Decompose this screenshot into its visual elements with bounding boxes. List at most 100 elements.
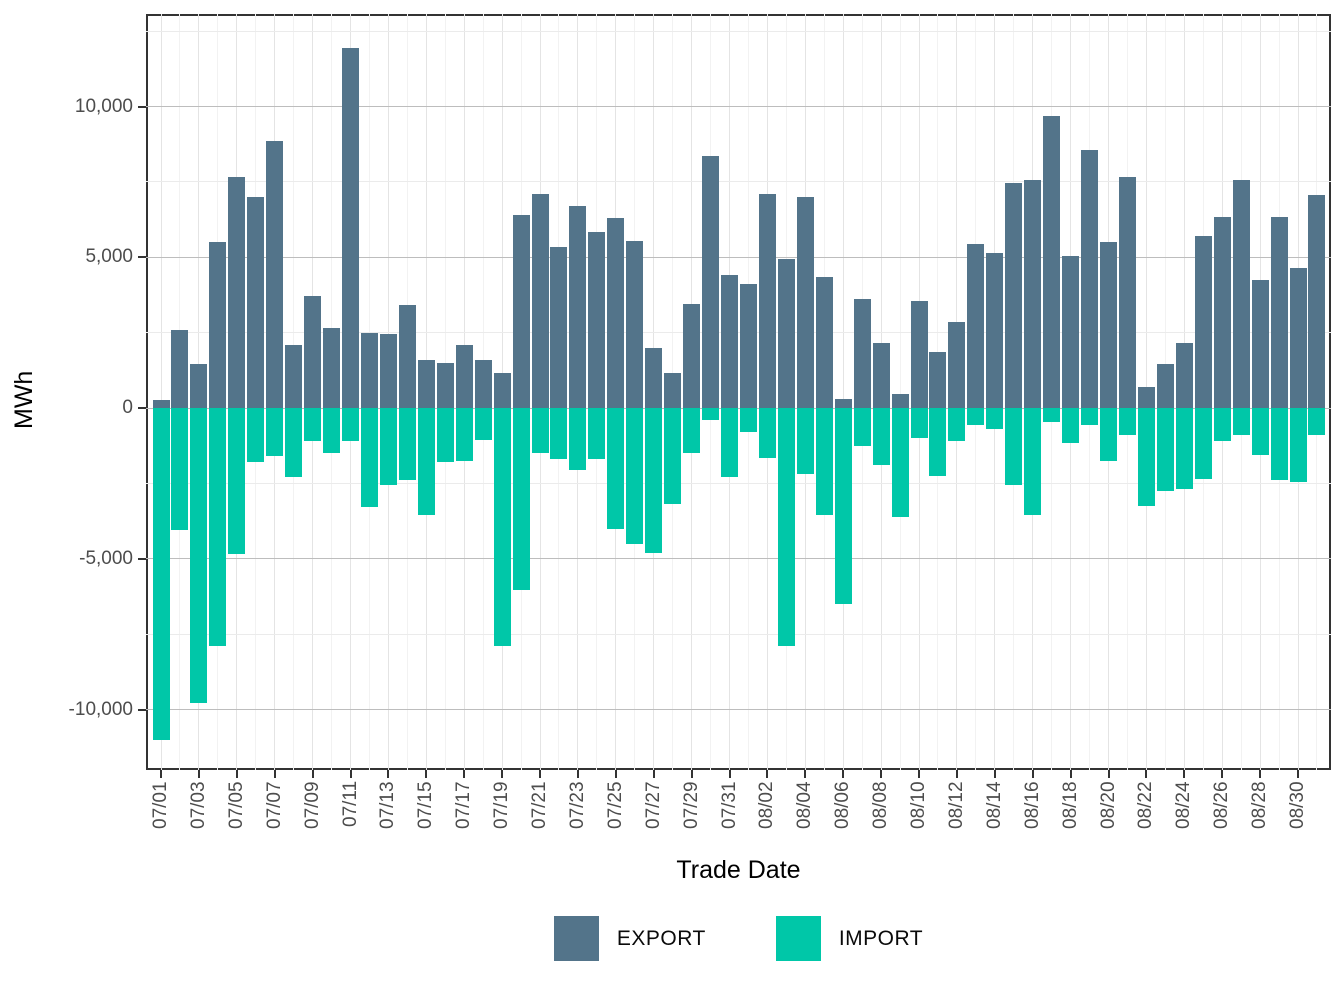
bar-import (1175, 408, 1193, 490)
bar-import (1043, 408, 1061, 422)
x-tick-mark (842, 770, 845, 778)
x-tick-label: 07/15 (415, 781, 437, 829)
x-tick-mark (425, 770, 428, 778)
x-tick-label: 08/04 (794, 781, 816, 829)
x-tick-mark (311, 770, 314, 778)
bar-export (834, 398, 852, 408)
x-tick-mark (690, 770, 693, 778)
bar-export (1081, 150, 1099, 408)
legend-item-export: EXPORT (553, 916, 706, 961)
x-tick-label: 08/20 (1097, 781, 1119, 829)
bar-export (967, 243, 985, 408)
bar-import (1005, 408, 1023, 485)
bar-import (588, 408, 606, 460)
x-tick-mark (614, 770, 617, 778)
bar-export (796, 196, 814, 408)
x-tick-label: 07/29 (680, 781, 702, 829)
bar-import (1156, 408, 1174, 491)
bar-export (266, 141, 284, 408)
bar-export (777, 258, 795, 408)
bar-export (1289, 267, 1307, 408)
bar-import (664, 408, 682, 505)
x-tick-mark (539, 770, 541, 778)
legend-swatch-export (553, 916, 599, 961)
bar-import (834, 408, 852, 604)
bar-export (1005, 183, 1023, 408)
y-tick-mark (138, 407, 146, 409)
bar-import (948, 408, 966, 442)
x-tick-label: 07/03 (187, 781, 209, 829)
bar-export (398, 305, 416, 408)
x-tick-mark (1069, 770, 1072, 778)
bar-import (853, 408, 871, 446)
x-tick-label: 08/16 (1021, 781, 1043, 829)
bar-export (569, 205, 587, 408)
bar-import (1232, 408, 1250, 436)
bar-import (379, 408, 397, 485)
bar-export (512, 215, 530, 408)
x-tick-mark (463, 770, 466, 778)
bar-import (455, 408, 473, 461)
bar-export (493, 373, 511, 408)
bar-import (1289, 408, 1307, 482)
bar-import (1308, 408, 1326, 436)
x-tick-mark (652, 770, 655, 778)
bar-import (1118, 408, 1136, 436)
gridline-minor (146, 181, 1331, 183)
y-tick-label: 5,000 (85, 246, 133, 268)
bar-export (588, 231, 606, 408)
x-tick-label: 08/10 (908, 781, 929, 829)
gridline-major (146, 256, 1331, 258)
bar-export (1308, 195, 1326, 408)
x-tick-mark (804, 770, 807, 778)
bar-export (986, 252, 1004, 408)
bar-export (247, 196, 265, 408)
gridline-minor (146, 633, 1331, 635)
x-tick-label: 07/17 (453, 781, 475, 829)
bar-export (436, 362, 454, 408)
bar-export (1024, 180, 1042, 408)
bar-import (815, 408, 833, 516)
x-tick-label: 07/11 (339, 781, 361, 828)
bar-import (777, 408, 795, 647)
bar-import (550, 408, 568, 460)
bar-export (702, 156, 720, 408)
x-tick-mark (576, 770, 579, 778)
bar-import (702, 408, 720, 421)
bar-export (550, 246, 568, 408)
bar-export (171, 329, 189, 408)
bar-import (967, 408, 985, 425)
bar-import (1024, 408, 1042, 516)
legend-item-import: IMPORT (775, 916, 923, 961)
bar-import (929, 408, 947, 476)
x-tick-mark (1183, 770, 1186, 778)
x-tick-mark (1031, 770, 1034, 778)
gridline-major (146, 558, 1331, 560)
bar-import (758, 408, 776, 458)
y-tick-label: -5,000 (79, 547, 133, 569)
bar-export (1062, 255, 1080, 408)
gridline-vertical-major (160, 14, 162, 770)
x-tick-mark (766, 770, 769, 778)
gridline-major (146, 106, 1331, 107)
bar-export (872, 343, 890, 408)
plot-area (146, 14, 1331, 770)
bar-import (228, 408, 246, 555)
bar-import (891, 408, 909, 517)
y-axis-title: MWh (10, 370, 38, 430)
bar-export (1137, 386, 1155, 408)
bar-export (758, 193, 776, 408)
x-tick-label: 08/12 (945, 781, 967, 829)
x-tick-mark (1221, 770, 1224, 778)
y-tick-label: 0 (122, 397, 133, 418)
bar-import (512, 408, 530, 591)
x-tick-label: 08/02 (756, 781, 778, 829)
bar-export (1194, 236, 1212, 408)
x-tick-mark (880, 770, 883, 778)
x-tick-mark (349, 770, 352, 778)
y-tick-mark (138, 105, 146, 108)
bar-import (417, 408, 435, 516)
bar-import (304, 408, 322, 442)
bar-import (190, 408, 208, 704)
x-tick-label: 08/06 (832, 781, 854, 829)
